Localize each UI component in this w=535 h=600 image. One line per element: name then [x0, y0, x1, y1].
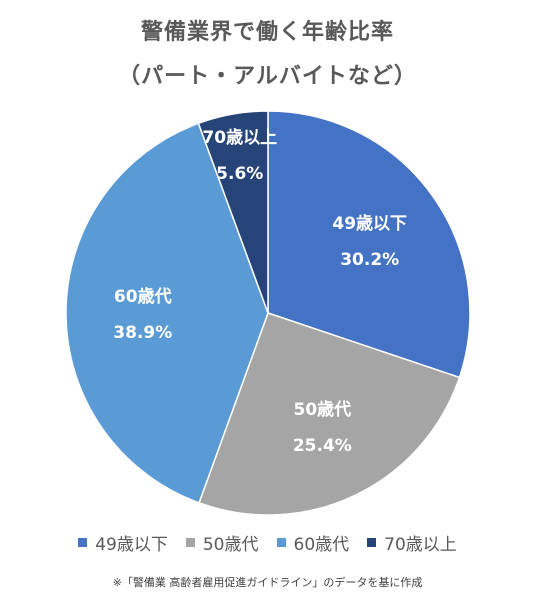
- legend-label-50s: 50歳代: [202, 535, 259, 555]
- data-label-category-70plus: 70歳以上: [202, 127, 277, 148]
- data-label-category-60s: 60歳代: [114, 286, 172, 307]
- legend-swatch-70plus: [367, 538, 377, 547]
- pie-slice-60s: [65, 122, 269, 504]
- pie-slice-50s: [198, 312, 461, 516]
- legend-item-50s: 50歳代: [185, 530, 259, 555]
- data-label-value-70plus: 5.6%: [216, 164, 263, 184]
- pie-slice-70plus: [197, 110, 269, 314]
- data-label-value-49: 30.2%: [340, 250, 399, 270]
- legend-label-70plus: 70歳以上: [384, 535, 457, 555]
- legend-item-49: 49歳以下: [78, 530, 168, 555]
- chart-title-line1: 警備業界で働く年齢比率: [140, 20, 394, 45]
- chart-title-line2: （パート・アルバイトなど）: [118, 64, 417, 89]
- legend-label-60s: 60歳代: [293, 535, 350, 555]
- chart-legend: 49歳以下 50歳代 60歳代 70歳以上: [0, 530, 535, 555]
- pie-chart: 49歳以下 30.2% 50歳代 25.4% 60歳代 38.9% 70歳以上 5.6%: [65, 110, 471, 516]
- data-label-category-49: 49歳以下: [332, 213, 407, 234]
- legend-item-60s: 60歳代: [276, 530, 350, 555]
- data-label-value-50s: 25.4%: [293, 436, 352, 456]
- legend-item-70plus: 70歳以上: [367, 530, 457, 555]
- legend-swatch-60s: [276, 538, 286, 547]
- pie-slice-49: [267, 110, 471, 379]
- data-label-value-60s: 38.9%: [113, 323, 172, 343]
- legend-label-49: 49歳以下: [95, 535, 168, 555]
- legend-swatch-50s: [185, 538, 195, 547]
- data-label-category-50s: 50歳代: [294, 399, 352, 420]
- footnote: ※「警備業 高齢者雇用促進ガイドライン」のデータを基に作成: [112, 576, 423, 589]
- legend-swatch-49: [78, 538, 88, 547]
